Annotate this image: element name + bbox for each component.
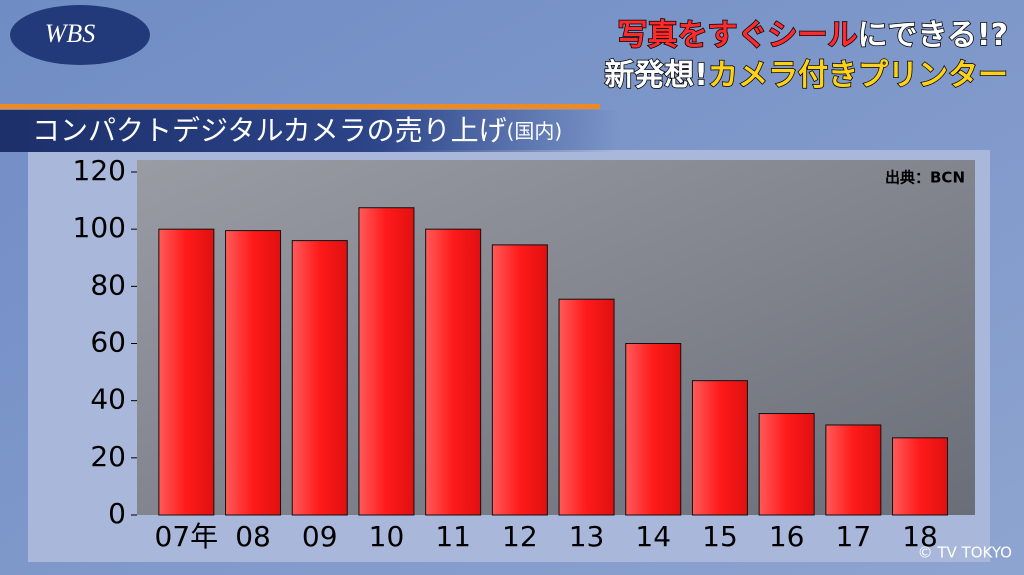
headline-segment: カメラ付きプリンター <box>708 58 1008 93</box>
source: 出典：BCN <box>885 169 965 187</box>
bar <box>691 380 748 516</box>
headline-line: 写真をすぐシールにできる!? <box>618 18 1008 53</box>
logo-badge <box>10 5 150 65</box>
x-tick-label: 09 <box>302 520 338 553</box>
bar <box>625 343 682 516</box>
bar <box>892 437 949 516</box>
y-tick-label: 100 <box>73 211 126 244</box>
x-tick-label: 17 <box>836 520 872 553</box>
x-tick-label: 10 <box>369 520 405 553</box>
x-tick-label: 11 <box>435 520 471 553</box>
y-tick-label: 60 <box>90 326 126 359</box>
bar <box>558 298 615 516</box>
headline-segment: 新発想! <box>604 58 708 93</box>
bar <box>291 240 348 516</box>
y-tick-label: 20 <box>90 440 126 473</box>
y-tick-label: 80 <box>90 268 126 301</box>
copyright: © TV TOKYO <box>918 544 1012 562</box>
bar <box>158 228 215 516</box>
y-tick-label: 40 <box>90 383 126 416</box>
bar <box>425 228 482 516</box>
bar <box>825 424 882 516</box>
x-tick-label: 13 <box>569 520 605 553</box>
bar <box>491 244 548 516</box>
subtitle: (国内) <box>507 119 563 143</box>
bar <box>758 413 815 516</box>
x-tick-label: 12 <box>502 520 538 553</box>
bar <box>225 230 282 516</box>
headline-segment: 写真をすぐシール <box>618 18 858 53</box>
title-bar <box>0 110 620 152</box>
headline-line: 新発想!カメラ付きプリンター <box>604 58 1008 93</box>
bar <box>358 207 415 516</box>
accent-line <box>0 104 600 109</box>
y-tick-label: 120 <box>73 154 126 187</box>
x-tick-label: 14 <box>635 520 671 553</box>
chart-title: コンパクトデジタルカメラの売り上げ(国内) <box>32 114 562 147</box>
logo: WBS <box>45 19 96 48</box>
x-tick-label: 16 <box>769 520 805 553</box>
x-tick-label: 15 <box>702 520 738 553</box>
x-tick-label: 08 <box>235 520 271 553</box>
y-tick-label: 0 <box>108 497 126 530</box>
x-tick-label: 07年 <box>155 520 219 553</box>
x-tick-label: 18 <box>902 520 938 553</box>
title: コンパクトデジタルカメラの売り上げ <box>32 114 507 147</box>
headline-segment: にできる!? <box>858 18 1008 53</box>
